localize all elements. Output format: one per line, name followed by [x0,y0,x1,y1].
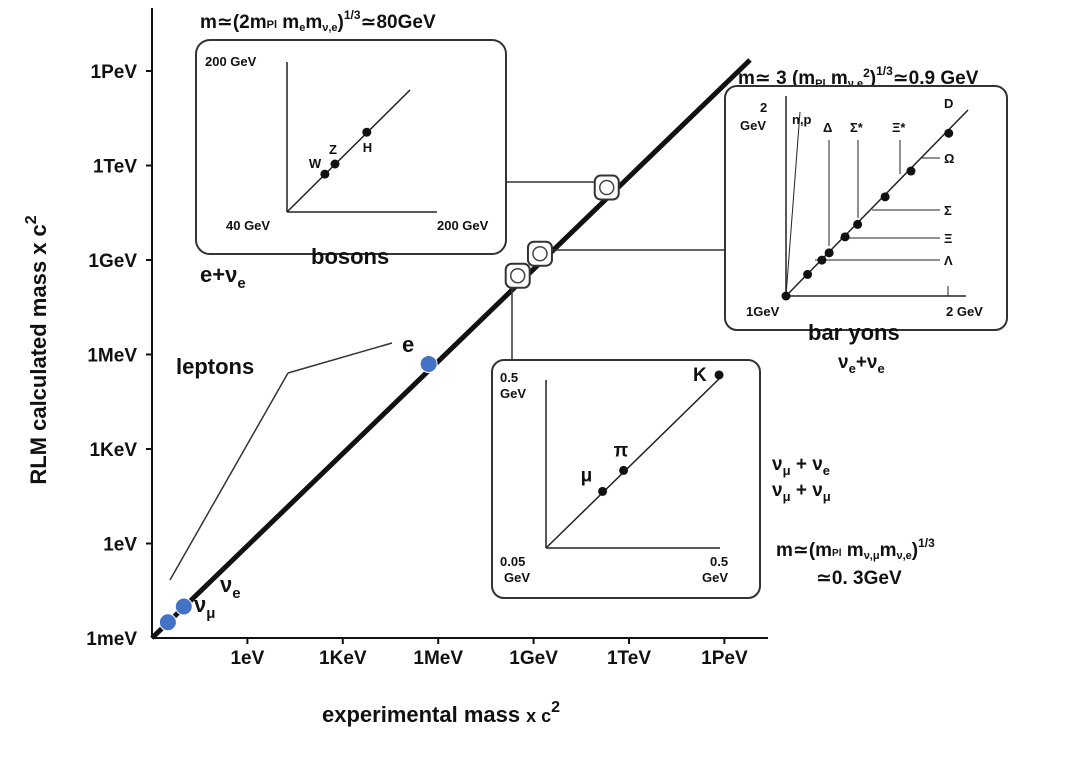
baryon-label-d: D [944,96,953,111]
y-tick-label: 1MeV [87,346,137,367]
nu-e-label: νe [220,572,241,602]
meson-point-label: K [693,365,707,386]
x-tick-label: 1TeV [607,648,651,669]
meson-point [619,465,629,475]
baryon-point [840,232,850,242]
baryon-label-delta: Δ [823,120,832,135]
y-axis-label: RLM calculated mass x c2 [23,215,51,484]
x-ticks: 1eV 1KeV 1MeV 1GeV 1TeV 1PeV [230,638,748,669]
mesons-y-top: 0.5 [500,370,518,385]
baryon-point [781,291,791,301]
baryon-label-np: n,p [792,112,812,127]
baryons-inset [724,85,1008,331]
baryons-neutrinos: νe+νe [838,352,885,376]
baryon-point [803,269,813,279]
mesons-origin-unit: GeV [504,570,530,585]
x-tick-label: 1GeV [509,648,558,669]
mesons-origin: 0.05 [500,554,525,569]
bosons-inset-plot: WZ H [286,62,437,213]
x-axis-label: experimental mass x c2 [322,699,560,727]
baryons-origin: 1GeV [746,304,780,319]
bosons-title: bosons [311,244,389,269]
bosons-x-right: 200 GeV [437,218,489,233]
x-tick-label: 1PeV [701,648,748,669]
boson-point [320,169,330,179]
baryons-y-top-unit: GeV [740,118,766,133]
baryon-point [944,128,954,138]
boson-point-label: Z [329,142,337,157]
boson-point [330,159,340,169]
boson-point-label: H [363,140,372,155]
e-plus-nue-label: e+νe [200,262,246,292]
open-marker-circle [509,268,526,284]
diagonal-line [150,58,752,640]
mesons-x-right-unit: GeV [702,570,728,585]
y-tick-label: 1eV [103,535,137,556]
y-tick-label: 1TeV [93,157,137,178]
bosons-y-top: 200 GeV [205,54,257,69]
lepton-point [158,613,177,632]
y-tick-label: 1meV [86,629,137,650]
mesons-inset [491,359,761,599]
baryons-title: bar yons [808,320,900,345]
mesons-inset-plot: μπ K [545,365,724,549]
baryon-label-sigma: Σ [944,203,952,218]
meson-formula-result: ≃0. 3GeV [816,568,902,589]
open-markers [504,174,620,289]
connector-leptons-nu [169,372,289,581]
boson-point [362,127,372,137]
baryon-label-lambda: Λ [944,253,953,268]
bosons-inset [195,39,507,255]
y-ticks: 1meV 1eV 1KeV 1MeV 1GeV 1TeV 1PeV [86,62,152,650]
baryon-label-omega: Ω [944,151,954,166]
baryon-label-xi-star: Ξ* [892,120,906,135]
baryon-point [817,255,827,265]
mesons-y-top-unit: GeV [500,386,526,401]
baryon-point [906,166,916,176]
baryons-x-right: 2 GeV [946,304,983,319]
baryon-point [880,192,890,202]
meson-neutrinos-line2: νμ + νμ [772,480,831,504]
baryon-label-sigma-star: Σ* [850,120,864,135]
y-tick-label: 1KeV [89,440,137,461]
meson-point-label: μ [581,465,593,486]
meson-formula: m≃(mPl mν,μmν,e)1/3 [776,536,935,562]
x-tick-label: 1MeV [413,648,463,669]
y-tick-label: 1PeV [91,62,138,83]
baryon-point [853,219,863,229]
boson-point-label: W [309,156,322,171]
open-marker-circle [532,245,548,262]
meson-neutrinos-line1: νμ + νe [772,454,830,478]
x-tick-label: 1KeV [319,648,367,669]
e-label: e [402,332,414,357]
nu-mu-label: νμ [194,592,215,622]
baryon-point [824,248,834,258]
mesons-x-right: 0.5 [710,554,728,569]
baryons-inset-plot [781,96,969,301]
meson-point [714,370,724,380]
baryons-y-top: 2 [760,100,767,115]
baryon-formula: m≃ 3 (mPl mν,e2)1/3≃0.9 GeV [738,64,979,90]
baryon-label-xi: Ξ [944,231,952,246]
boson-formula: m≃(2mPl memν,e)1/3≃80GeV [200,8,436,34]
bosons-origin: 40 GeV [226,218,270,233]
y-tick-label: 1GeV [88,251,137,272]
meson-point [598,486,608,496]
open-marker-circle [598,179,615,196]
x-tick-label: 1eV [230,648,264,669]
meson-point-label: π [614,440,629,461]
main-points [158,354,438,632]
svg-text:RLM calculated mass x c2: RLM calculated mass x c2 [23,215,51,484]
lepton-point [174,597,193,616]
lepton-point [419,354,438,373]
leptons-label: leptons [176,354,254,379]
connector-leptons-e [287,342,393,374]
